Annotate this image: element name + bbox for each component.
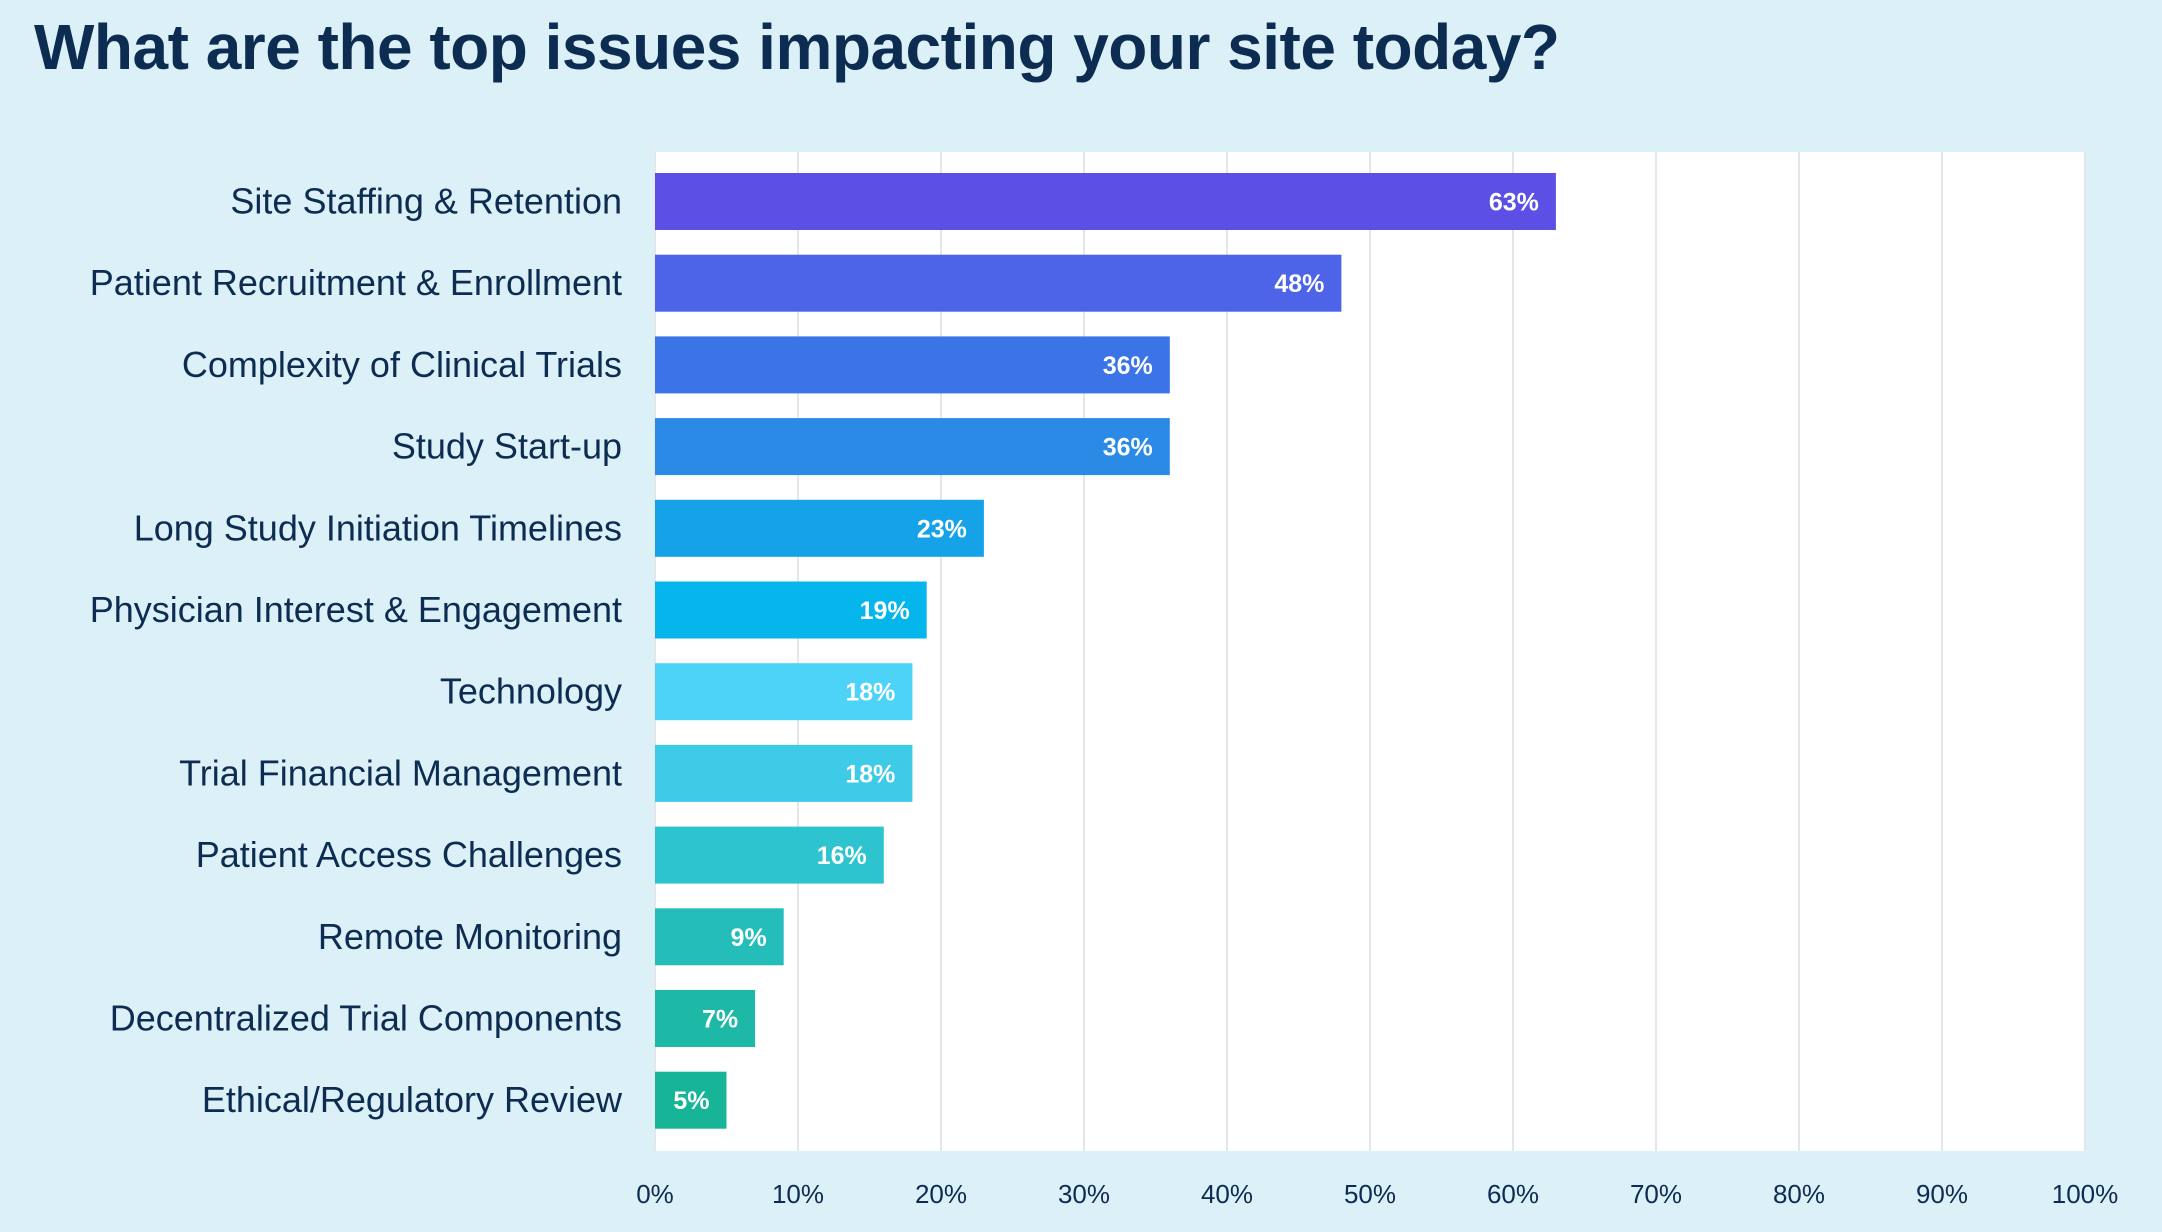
bar (655, 744, 913, 802)
x-tick-label: 10% (772, 1179, 824, 1209)
x-tick-label: 60% (1487, 1179, 1539, 1209)
x-tick-label: 20% (915, 1179, 967, 1209)
x-tick-label: 90% (1916, 1179, 1968, 1209)
category-label: Complexity of Clinical Trials (182, 344, 622, 385)
bar (655, 254, 1342, 312)
value-label: 19% (860, 597, 910, 625)
value-label: 36% (1103, 352, 1153, 380)
x-tick-label: 40% (1201, 1179, 1253, 1209)
value-label: 5% (673, 1087, 709, 1115)
bar (655, 173, 1556, 230)
category-label: Decentralized Trial Components (110, 998, 622, 1039)
value-label: 18% (845, 760, 895, 788)
bar (655, 1071, 727, 1129)
value-label: 23% (917, 515, 967, 543)
category-label: Trial Financial Management (179, 752, 622, 793)
bar (655, 581, 927, 639)
bar (655, 336, 1170, 394)
x-tick-label: 50% (1344, 1179, 1396, 1209)
x-tick-label: 70% (1630, 1179, 1682, 1209)
bar (655, 826, 884, 884)
value-label: 36% (1103, 434, 1153, 462)
x-tick-label: 30% (1058, 1179, 1110, 1209)
category-label: Study Start-up (392, 426, 622, 467)
value-label: 7% (702, 1006, 738, 1034)
category-label: Physician Interest & Engagement (90, 589, 622, 630)
category-label: Patient Recruitment & Enrollment (90, 262, 622, 303)
value-label: 18% (845, 679, 895, 707)
x-tick-label: 0% (636, 1179, 674, 1209)
category-label: Site Staffing & Retention (230, 181, 622, 222)
value-label: 9% (731, 924, 767, 952)
bar (655, 499, 984, 557)
value-label: 63% (1489, 189, 1539, 217)
value-label: 48% (1274, 270, 1324, 298)
category-label: Remote Monitoring (318, 916, 622, 957)
bar (655, 418, 1170, 476)
category-label: Patient Access Challenges (196, 834, 622, 875)
bar (655, 908, 784, 966)
bar (655, 663, 913, 721)
category-label: Ethical/Regulatory Review (202, 1079, 623, 1120)
value-label: 16% (817, 842, 867, 870)
category-label: Technology (440, 671, 622, 712)
category-label: Long Study Initiation Timelines (134, 507, 622, 548)
chart-title: What are the top issues impacting your s… (34, 11, 1560, 83)
bar (655, 990, 756, 1047)
x-tick-label: 80% (1773, 1179, 1825, 1209)
x-tick-label: 100% (2052, 1179, 2119, 1209)
